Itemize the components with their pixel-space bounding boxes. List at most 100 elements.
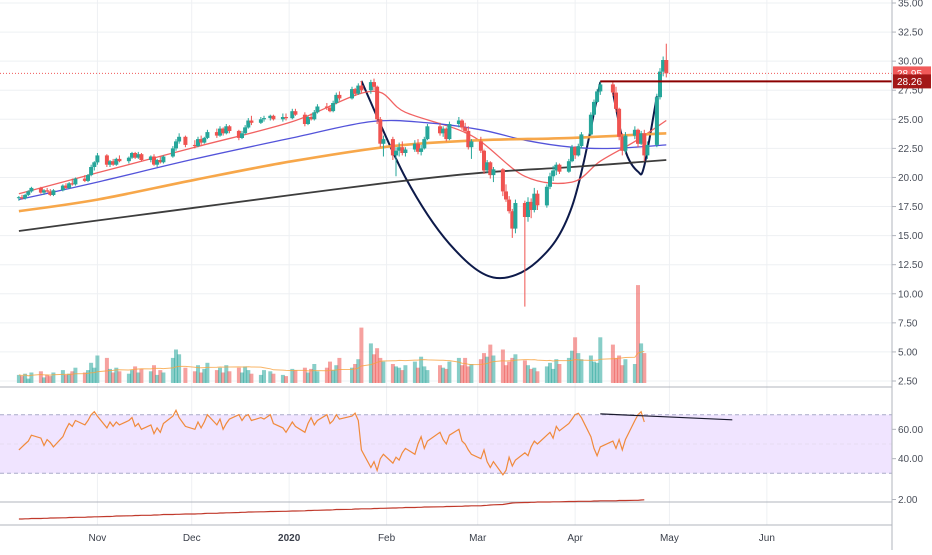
candle-body[interactable]: [463, 127, 468, 131]
candle-body[interactable]: [26, 191, 31, 195]
candle-body[interactable]: [372, 82, 376, 87]
candle-body[interactable]: [416, 143, 420, 152]
candle-body[interactable]: [632, 129, 637, 136]
candle-body[interactable]: [29, 187, 34, 192]
candle-body[interactable]: [513, 203, 518, 229]
candle-body[interactable]: [466, 130, 471, 148]
candle-body[interactable]: [38, 187, 43, 193]
candle-body[interactable]: [290, 111, 295, 119]
candle-body[interactable]: [148, 156, 153, 161]
candle-body[interactable]: [529, 201, 534, 210]
candle-body[interactable]: [378, 119, 383, 144]
candle-body[interactable]: [532, 193, 537, 210]
candle-body[interactable]: [403, 149, 408, 154]
candle-body[interactable]: [48, 191, 53, 195]
candle-body[interactable]: [422, 139, 427, 149]
candle-body[interactable]: [337, 94, 342, 99]
candle-body[interactable]: [598, 84, 603, 92]
candle-body[interactable]: [507, 199, 512, 212]
candle-body[interactable]: [425, 126, 430, 140]
candle-body[interactable]: [488, 162, 493, 176]
candle-body[interactable]: [309, 117, 314, 120]
candle-body[interactable]: [280, 117, 285, 120]
candle-body[interactable]: [64, 185, 68, 188]
candle-body[interactable]: [202, 137, 207, 143]
candle-body[interactable]: [570, 147, 574, 162]
candle-body[interactable]: [114, 158, 119, 165]
candle-body[interactable]: [544, 186, 549, 206]
candle-body[interactable]: [356, 85, 361, 94]
candle-body[interactable]: [246, 120, 251, 128]
candle-body[interactable]: [236, 130, 241, 138]
candle-body[interactable]: [284, 117, 288, 119]
candle-body[interactable]: [243, 127, 248, 134]
candle-body[interactable]: [82, 178, 87, 181]
candle-body[interactable]: [192, 144, 197, 147]
candle-body[interactable]: [315, 106, 320, 113]
candle-body[interactable]: [661, 60, 666, 72]
candle-body[interactable]: [89, 167, 94, 176]
candle-body[interactable]: [262, 118, 266, 120]
candle-body[interactable]: [658, 71, 662, 98]
candle-body[interactable]: [566, 161, 571, 172]
candle-body[interactable]: [482, 150, 486, 171]
candle-body[interactable]: [654, 97, 659, 145]
candle-body[interactable]: [130, 153, 134, 158]
candle-body[interactable]: [331, 103, 336, 112]
candle-body[interactable]: [394, 150, 398, 156]
candle-body[interactable]: [51, 190, 56, 195]
candle-body[interactable]: [478, 141, 483, 151]
candle-body[interactable]: [526, 201, 530, 217]
candle-body[interactable]: [271, 115, 276, 120]
candle-body[interactable]: [306, 117, 310, 124]
candle-body[interactable]: [302, 114, 307, 124]
candle-body[interactable]: [576, 146, 581, 156]
candle-body[interactable]: [617, 108, 622, 137]
candle-body[interactable]: [400, 147, 405, 153]
candle-body[interactable]: [551, 170, 556, 177]
candle-body[interactable]: [510, 211, 515, 229]
candle-body[interactable]: [456, 120, 461, 125]
candle-body[interactable]: [183, 136, 188, 145]
candle-body[interactable]: [155, 160, 160, 165]
candle-body[interactable]: [444, 128, 449, 140]
candle-body[interactable]: [70, 183, 75, 185]
candle-body[interactable]: [645, 144, 650, 156]
candle-body[interactable]: [177, 136, 182, 142]
candle-body[interactable]: [126, 157, 131, 162]
candle-body[interactable]: [136, 154, 141, 158]
candle-body[interactable]: [227, 126, 232, 131]
candle-body[interactable]: [152, 156, 156, 165]
candle-body[interactable]: [312, 112, 317, 120]
candle-body[interactable]: [419, 148, 424, 152]
candle-body[interactable]: [111, 161, 116, 165]
candle-body[interactable]: [460, 120, 464, 128]
candle-body[interactable]: [504, 191, 508, 200]
candle-body[interactable]: [139, 154, 144, 160]
candle-body[interactable]: [359, 85, 364, 91]
candle-body[interactable]: [491, 169, 496, 176]
candle-body[interactable]: [353, 89, 358, 94]
candle-body[interactable]: [170, 148, 175, 157]
candle-body[interactable]: [95, 155, 100, 163]
candle-body[interactable]: [224, 126, 229, 134]
candle-body[interactable]: [324, 106, 329, 108]
candle-body[interactable]: [485, 162, 490, 171]
candle-body[interactable]: [390, 139, 395, 156]
candle-body[interactable]: [557, 164, 562, 172]
candle-body[interactable]: [218, 128, 222, 136]
candle-body[interactable]: [158, 160, 163, 163]
candle-body[interactable]: [595, 91, 600, 102]
candle-body[interactable]: [554, 164, 559, 171]
candle-body[interactable]: [16, 197, 21, 199]
candle-body[interactable]: [214, 132, 219, 136]
candle-body[interactable]: [636, 129, 640, 144]
candle-body[interactable]: [221, 128, 226, 134]
candle-body[interactable]: [579, 134, 584, 146]
candle-body[interactable]: [573, 147, 578, 156]
candle-body[interactable]: [240, 133, 244, 138]
candle-body[interactable]: [23, 194, 28, 199]
candle-body[interactable]: [268, 115, 273, 119]
candle-body[interactable]: [588, 114, 593, 135]
candle-body[interactable]: [438, 126, 442, 134]
